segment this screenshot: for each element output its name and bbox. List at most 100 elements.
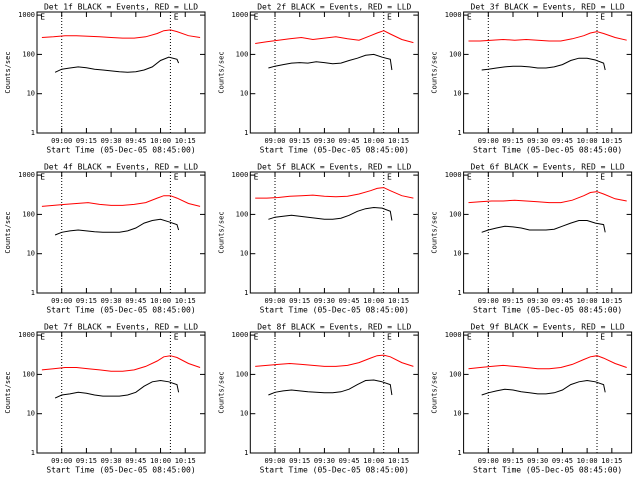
x-tick-label: 10:15 [175,457,196,465]
data-line [481,220,606,233]
data-line [54,218,180,236]
annotation: E [387,13,392,22]
data-line [468,31,627,42]
annotation: E [254,333,259,342]
y-tick-label: 100 [449,50,462,58]
x-tick-label: 10:15 [601,297,622,305]
x-tick-label: 09:15 [289,457,310,465]
annotation: E [174,173,179,182]
plot-frame [36,331,206,454]
y-tick-label: 10 [240,410,248,418]
x-tick-label: 10:15 [601,457,622,465]
x-tick-label: 09:45 [125,297,146,305]
y-axis-label: Counts/sec [431,371,439,413]
panel: Det 4f BLACK = Events, RED = LLD Counts/s… [4,163,206,315]
x-tick-label: 09:30 [527,137,548,145]
annotation: E [600,173,605,182]
x-axis-label: Start Time (05-Dec-05 08:45:00) [473,466,622,475]
x-tick-label: 09:30 [527,457,548,465]
x-tick-label: 10:00 [363,457,384,465]
y-axis-label: Counts/sec [431,51,439,93]
chart-title: Det 2f BLACK = Events, RED = LLD [257,3,411,12]
annotation: E [254,13,259,22]
y-tick-label: 1000 [445,171,462,179]
x-tick-label: 09:45 [552,297,573,305]
x-tick-label: 09:30 [314,297,335,305]
x-tick-label: 09:45 [339,457,360,465]
x-tick-label: 09:15 [289,137,310,145]
panel: Det 8f BLACK = Events, RED = LLD Counts/s… [217,323,419,475]
x-axis-label: Start Time (05-Dec-05 08:45:00) [260,146,409,155]
y-tick-label: 10 [27,250,35,258]
x-tick-label: 10:00 [363,297,384,305]
annotation: E [40,333,45,342]
x-axis-label: Start Time (05-Dec-05 08:45:00) [473,306,622,315]
x-tick-label: 09:30 [314,457,335,465]
x-tick-label: 09:15 [289,297,310,305]
data-line [41,355,201,372]
chart-title: Det 8f BLACK = Events, RED = LLD [257,323,411,332]
x-tick-label: 09:30 [314,137,335,145]
annotation: E [467,333,472,342]
annotation: E [387,173,392,182]
y-tick-label: 100 [22,50,35,58]
x-tick-label: 09:45 [125,457,146,465]
plot-frame [36,11,206,134]
x-tick-label: 09:45 [339,137,360,145]
y-tick-label: 1 [244,289,248,297]
data-line [255,30,414,44]
x-axis-label: Start Time (05-Dec-05 08:45:00) [260,466,409,475]
x-tick-label: 09:45 [339,297,360,305]
x-tick-label: 09:00 [478,137,499,145]
annotation: E [40,13,45,22]
x-tick-label: 09:45 [125,137,146,145]
y-tick-label: 100 [449,210,462,218]
plot-frame [463,331,633,454]
data-line [54,56,180,73]
x-tick-label: 10:00 [577,297,598,305]
data-line [268,379,393,396]
data-line [41,29,201,39]
y-tick-label: 1000 [18,171,35,179]
x-tick-label: 09:15 [502,137,523,145]
annotation: E [467,13,472,22]
y-axis-label: Counts/sec [217,51,225,93]
x-tick-label: 09:15 [502,457,523,465]
y-tick-label: 10 [27,90,35,98]
y-tick-label: 10 [453,410,461,418]
plot-frame [463,11,633,134]
annotation: E [600,333,605,342]
annotation: E [387,333,392,342]
x-tick-label: 09:15 [76,457,97,465]
y-tick-label: 1 [457,289,461,297]
x-tick-label: 10:00 [150,297,171,305]
plot-frame [36,171,206,294]
x-tick-label: 09:15 [76,297,97,305]
data-line [268,53,393,71]
x-tick-label: 09:15 [502,297,523,305]
chart-title: Det 1f BLACK = Events, RED = LLD [44,3,198,12]
x-axis-label: Start Time (05-Dec-05 08:45:00) [260,306,409,315]
data-line [481,379,606,396]
x-tick-label: 10:00 [577,457,598,465]
y-axis-label: Counts/sec [4,211,12,253]
x-tick-label: 10:00 [363,137,384,145]
x-tick-label: 09:00 [51,297,72,305]
y-tick-label: 1 [244,129,248,137]
x-tick-label: 10:00 [577,137,598,145]
y-axis-label: Counts/sec [431,211,439,253]
annotation: E [600,13,605,22]
x-tick-label: 09:00 [264,297,285,305]
x-axis-label: Start Time (05-Dec-05 08:45:00) [473,146,622,155]
y-tick-label: 100 [22,370,35,378]
x-tick-label: 09:00 [264,137,285,145]
y-tick-label: 10 [240,90,248,98]
x-tick-label: 09:00 [264,457,285,465]
y-axis-label: Counts/sec [4,371,12,413]
y-axis-label: Counts/sec [217,371,225,413]
chart-title: Det 7f BLACK = Events, RED = LLD [44,323,198,332]
x-tick-label: 10:15 [388,457,409,465]
panel: Det 3f BLACK = Events, RED = LLD Counts/s… [431,3,633,155]
x-axis-label: Start Time (05-Dec-05 08:45:00) [46,306,195,315]
data-line [54,379,180,399]
